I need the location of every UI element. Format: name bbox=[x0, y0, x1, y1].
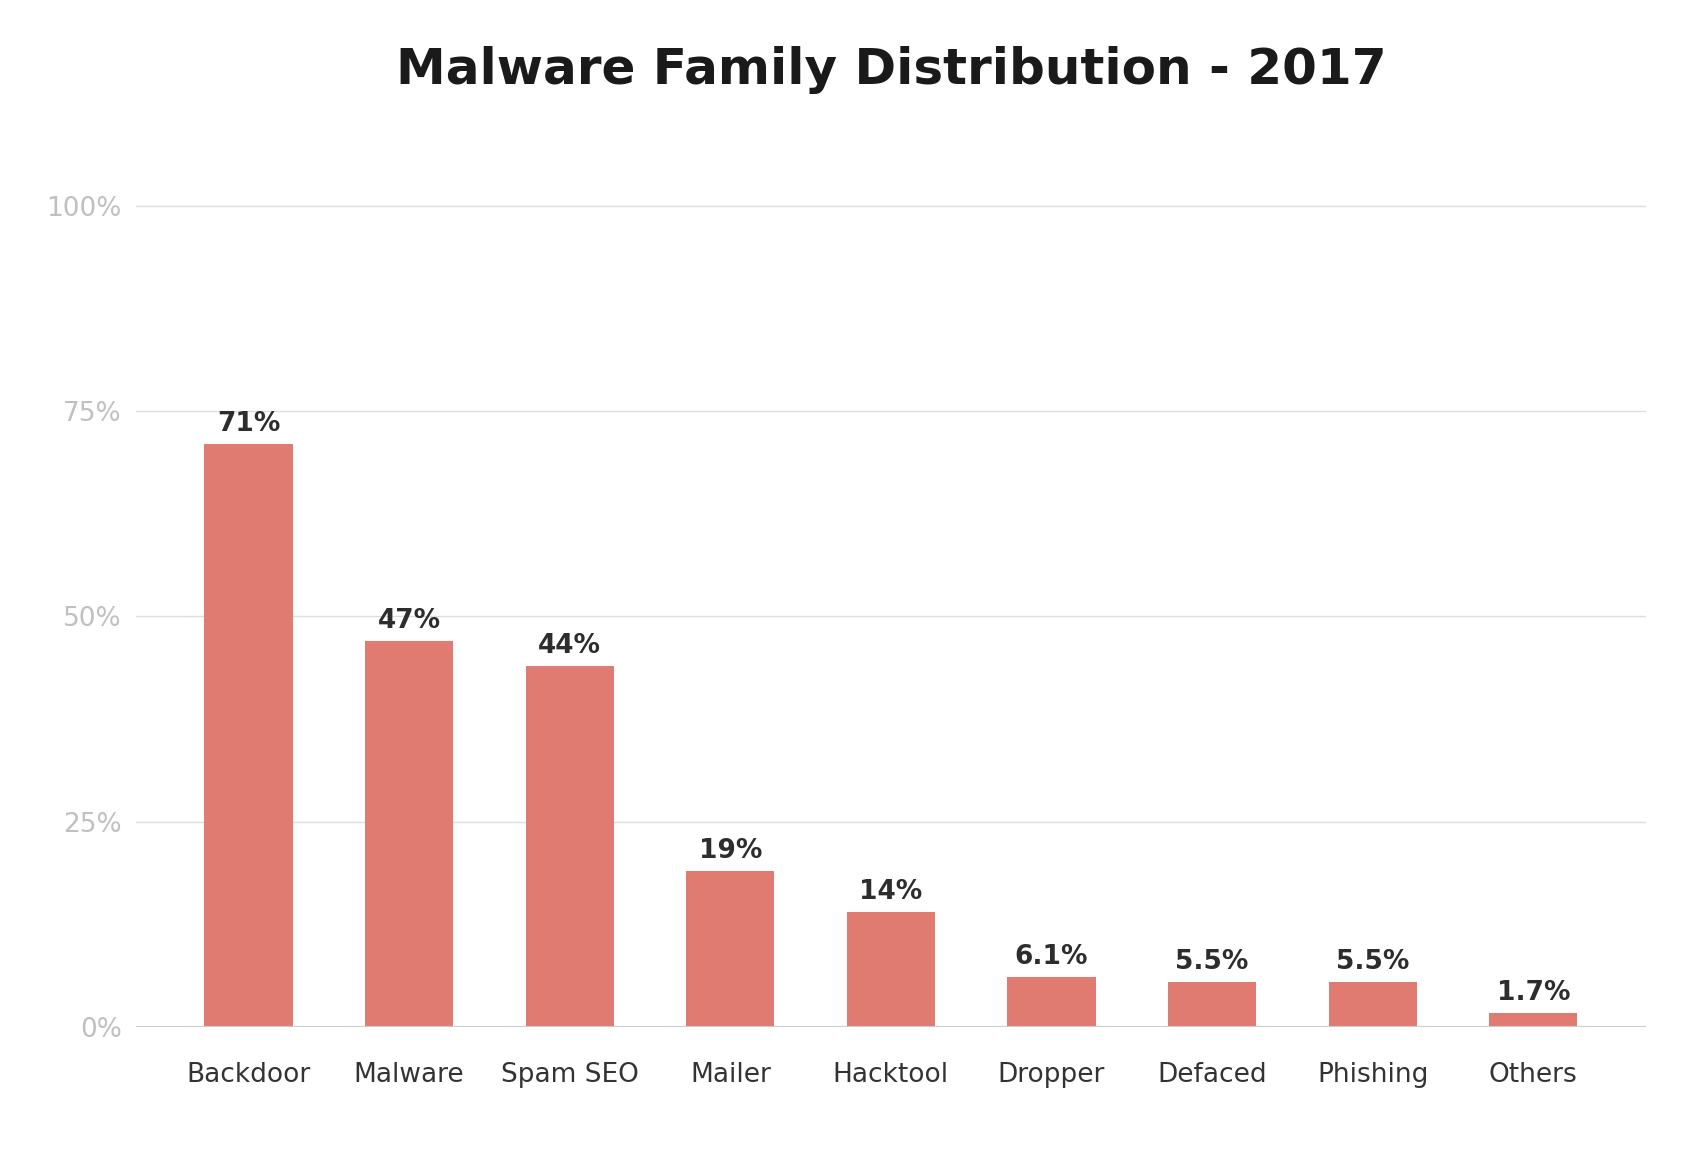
Text: 5.5%: 5.5% bbox=[1336, 949, 1410, 976]
Text: 14%: 14% bbox=[859, 880, 923, 906]
Text: 71%: 71% bbox=[217, 411, 280, 438]
Bar bbox=[847, 911, 935, 1027]
Bar bbox=[204, 443, 294, 1027]
Text: 47%: 47% bbox=[378, 608, 441, 635]
Title: Malware Family Distribution - 2017: Malware Family Distribution - 2017 bbox=[395, 47, 1386, 95]
Bar bbox=[1008, 977, 1096, 1027]
Text: 1.7%: 1.7% bbox=[1497, 980, 1570, 1006]
Bar bbox=[1488, 1013, 1578, 1027]
Bar bbox=[686, 871, 774, 1027]
Bar bbox=[526, 665, 614, 1027]
Text: 5.5%: 5.5% bbox=[1176, 949, 1249, 976]
Bar bbox=[1329, 981, 1417, 1027]
Text: 44%: 44% bbox=[538, 633, 601, 659]
Bar bbox=[365, 641, 453, 1027]
Bar bbox=[1168, 981, 1256, 1027]
Text: 19%: 19% bbox=[699, 838, 762, 865]
Text: 6.1%: 6.1% bbox=[1015, 944, 1088, 970]
